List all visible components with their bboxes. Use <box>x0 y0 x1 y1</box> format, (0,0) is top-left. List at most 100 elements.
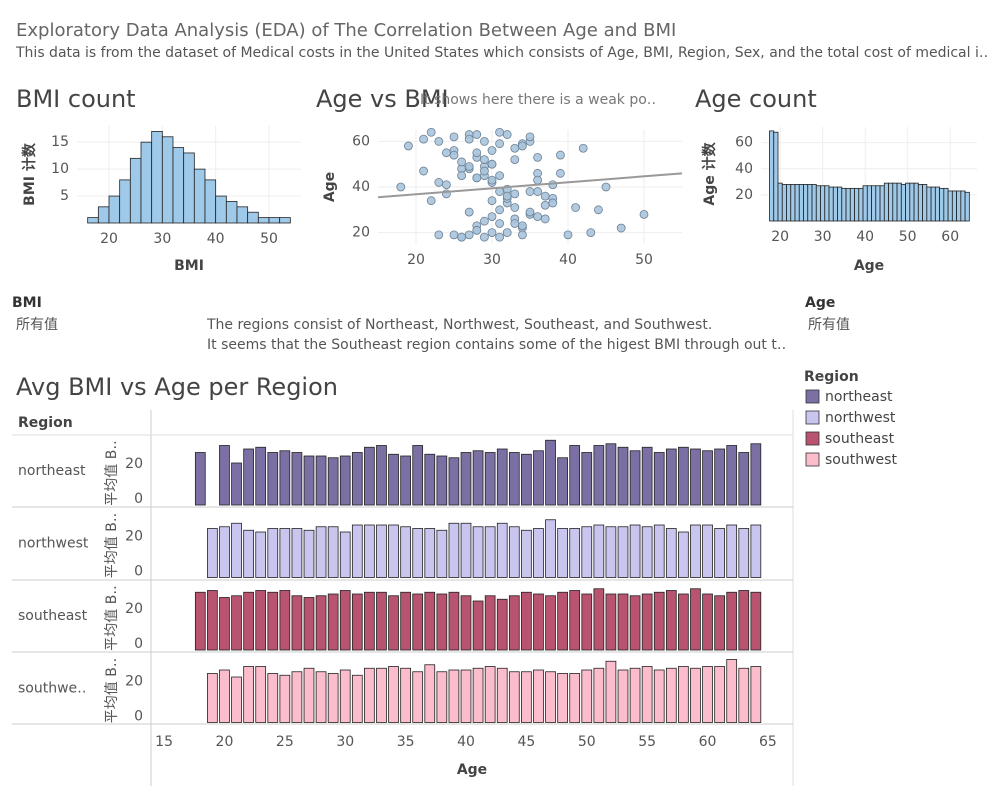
bar <box>315 671 327 723</box>
y-tick-label: 5 <box>60 188 69 204</box>
bar <box>862 185 868 222</box>
y-tick-label: 0 <box>134 709 143 725</box>
scatter-point <box>487 196 497 206</box>
bar <box>364 446 375 506</box>
bar <box>690 448 701 506</box>
bar <box>854 187 860 222</box>
bar <box>376 524 387 578</box>
bar <box>436 593 448 651</box>
bar <box>243 529 254 578</box>
y-tick-label: 40 <box>352 179 370 195</box>
bar <box>858 187 864 222</box>
bar <box>726 445 738 506</box>
bar <box>943 187 949 222</box>
bar <box>376 591 387 651</box>
bar <box>653 452 665 506</box>
bar <box>291 452 303 506</box>
scatter-point <box>434 178 444 187</box>
bar <box>255 531 267 578</box>
bar <box>750 591 762 651</box>
bar <box>866 185 872 222</box>
bar <box>702 593 713 651</box>
bar <box>930 186 936 222</box>
bar <box>545 595 556 651</box>
bar <box>605 660 617 723</box>
scatter-point <box>426 127 436 137</box>
bar <box>521 591 532 651</box>
bar <box>484 526 496 578</box>
scatter-point <box>472 173 482 183</box>
scatter-point <box>449 132 459 142</box>
scatter-point <box>441 180 451 190</box>
scatter-point <box>533 212 542 222</box>
bar <box>726 524 738 578</box>
bar <box>617 446 629 506</box>
y-tick-label: 20 <box>125 601 143 617</box>
bar <box>448 591 460 651</box>
bar <box>364 524 375 578</box>
bar <box>448 669 460 723</box>
bar <box>412 528 424 578</box>
bar <box>327 526 339 578</box>
bar <box>557 591 568 651</box>
bar <box>678 593 689 651</box>
legend-label: northeast <box>825 389 893 405</box>
scatter-point <box>419 166 429 176</box>
chart-title: Age count <box>695 85 817 113</box>
bar <box>875 185 881 222</box>
bar <box>279 674 291 723</box>
bar <box>327 593 339 651</box>
scatter-point <box>487 146 497 155</box>
bar <box>690 524 701 578</box>
scatter-point <box>495 139 505 149</box>
scatter-point <box>464 134 474 144</box>
scatter-point <box>472 225 482 235</box>
bar <box>738 667 750 723</box>
bar <box>472 450 484 506</box>
bar <box>267 673 279 723</box>
y-axis-label: 平均值 B‥ <box>104 440 120 505</box>
bar <box>303 667 315 723</box>
bar <box>750 666 762 723</box>
bar <box>922 184 928 222</box>
bar <box>798 184 804 222</box>
scatter-point <box>403 141 413 151</box>
x-axis-label: Age <box>854 258 884 274</box>
bar <box>484 666 496 723</box>
bar <box>714 448 725 506</box>
scatter-point <box>510 155 520 165</box>
bar <box>824 185 830 222</box>
scatter-point <box>518 141 527 151</box>
histogram-bar <box>129 157 142 224</box>
y-tick-label: 10 <box>51 161 69 177</box>
bar <box>279 528 291 578</box>
row-label: southwe‥ <box>18 681 87 697</box>
bar <box>412 671 424 723</box>
bar <box>702 450 713 506</box>
bar <box>303 597 315 651</box>
legend-swatch <box>805 410 820 425</box>
bar <box>750 524 762 578</box>
bar <box>871 185 877 222</box>
x-tick-label: 25 <box>276 734 294 750</box>
bar <box>388 595 399 651</box>
bar <box>807 184 813 222</box>
trend-line <box>377 172 683 199</box>
bar <box>267 452 279 506</box>
bar <box>496 522 508 578</box>
bar <box>508 671 520 723</box>
scatter-point <box>510 203 520 212</box>
histogram-bar <box>215 195 227 224</box>
histogram-bar <box>225 201 238 224</box>
bar <box>315 455 327 506</box>
scatter-point <box>510 143 520 153</box>
scatter-point <box>434 136 444 146</box>
bar <box>964 191 970 222</box>
histogram-bar <box>161 136 174 224</box>
bar <box>617 526 629 578</box>
scatter-point <box>479 155 489 165</box>
x-tick-label: 40 <box>559 252 577 268</box>
bar <box>545 439 556 506</box>
scatter-point <box>449 150 459 160</box>
x-tick-label: 50 <box>635 252 653 268</box>
